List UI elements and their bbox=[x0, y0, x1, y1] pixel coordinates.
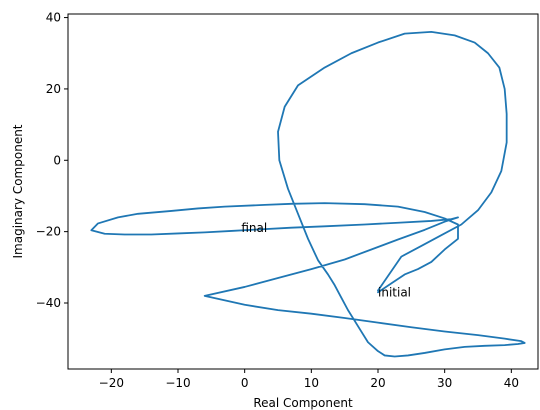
y-tick-label: −20 bbox=[36, 225, 61, 239]
x-tick-label: 30 bbox=[437, 376, 452, 390]
x-tick-label: 20 bbox=[370, 376, 385, 390]
x-tick-label: −10 bbox=[165, 376, 190, 390]
x-tick-label: 0 bbox=[241, 376, 249, 390]
y-tick-label: 40 bbox=[46, 11, 61, 25]
annotation-final: final bbox=[241, 221, 267, 235]
plot-frame bbox=[67, 13, 539, 370]
x-tick-label: 40 bbox=[504, 376, 519, 390]
y-tick-label: 20 bbox=[46, 82, 61, 96]
x-tick-label: −20 bbox=[99, 376, 124, 390]
trajectory-line bbox=[90, 30, 526, 358]
y-tick-label: −40 bbox=[36, 296, 61, 310]
y-tick-label: 0 bbox=[53, 153, 61, 167]
annotations: initial final bbox=[241, 221, 411, 299]
x-tick-label: 10 bbox=[304, 376, 319, 390]
y-axis-label: Imaginary Component bbox=[11, 124, 25, 258]
annotation-initial: initial bbox=[378, 285, 411, 299]
axis-ticks: −20 −10 0 10 20 30 40 −40 −20 0 20 40 bbox=[36, 11, 519, 390]
x-axis-label: Real Component bbox=[253, 396, 353, 410]
